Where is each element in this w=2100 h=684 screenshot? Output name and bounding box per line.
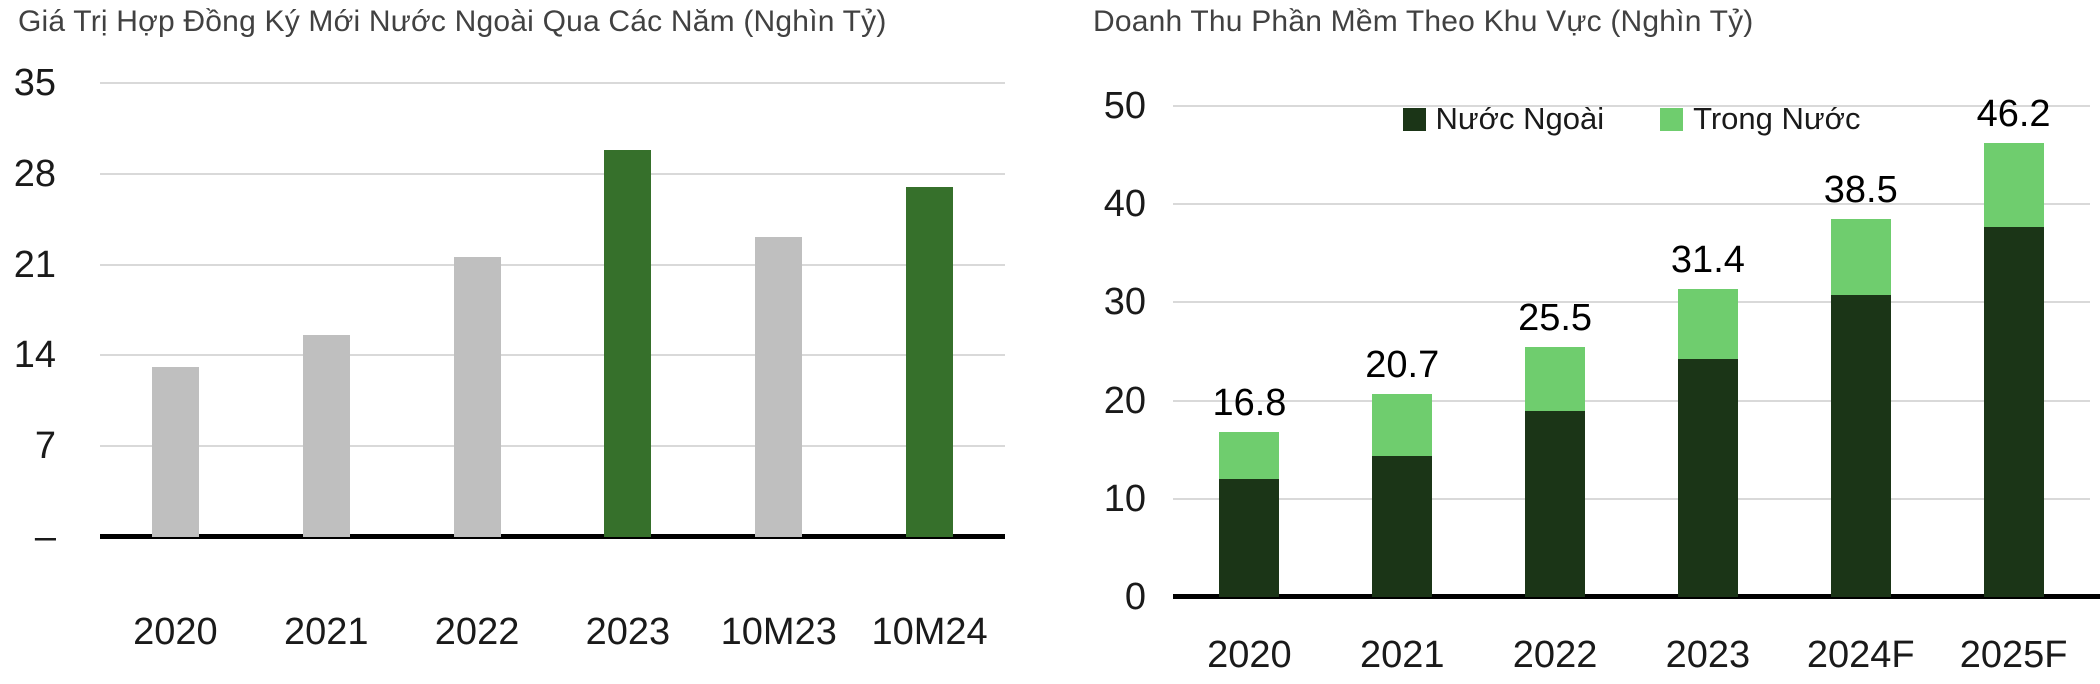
total-label-2022: 25.5 <box>1518 296 1593 339</box>
x-tick-label-2023: 2023 <box>1665 634 1751 676</box>
y-tick-label-35: 35 <box>13 62 56 104</box>
x-tick-label-2025F: 2025F <box>1959 634 2068 676</box>
bar-2025F <box>1983 143 2044 597</box>
gridline-40 <box>1173 203 2090 206</box>
x-tick-label-2022: 2022 <box>1512 634 1598 676</box>
bar-2023-trong-nước <box>1677 288 1738 360</box>
gridline-30 <box>1173 301 2090 304</box>
y-tick-label-30: 30 <box>1103 281 1146 324</box>
bar-2024F <box>1830 218 1891 597</box>
y-tick-label-0: 0 <box>1124 576 1146 618</box>
x-tick-label-2021: 2021 <box>283 611 369 653</box>
legend: Nước Ngoài Trong Nước <box>1173 102 2090 136</box>
legend-swatch-dark-green <box>1402 107 1426 131</box>
bar-10M23 <box>755 237 803 537</box>
chart-new-foreign-contracts: Giá Trị Hợp Đồng Ký Mới Nước Ngoài Qua C… <box>13 5 1005 653</box>
bar-2023 <box>604 150 652 537</box>
gridline-21 <box>100 263 1005 266</box>
gridline-20 <box>1173 399 2090 402</box>
x-tick-label-10M23: 10M23 <box>720 611 837 653</box>
bar-2020 <box>151 367 199 537</box>
bar-10M24 <box>906 186 954 537</box>
bar-2021 <box>1372 393 1433 597</box>
bar-2020-trong-nước <box>1219 432 1280 480</box>
total-label-2020: 16.8 <box>1212 382 1287 425</box>
plot-area: 16.8 20.7 25.5 31.4 38.5 46.2 <box>1173 95 2100 599</box>
chart-software-revenue-by-region: Doanh Thu Phần Mềm Theo Khu Vực (Nghìn T… <box>1050 0 2100 684</box>
legend-label: Trong Nước <box>1693 101 1861 136</box>
x-tick-label-2021: 2021 <box>1359 634 1445 676</box>
bar-2022 <box>1525 346 1586 597</box>
bar-2021 <box>302 334 350 537</box>
bar-2022-trong-nước <box>1525 346 1586 412</box>
gridline-50 <box>1173 105 2090 107</box>
bar-2025F-trong-nước <box>1983 143 2044 227</box>
chart-title: Doanh Thu Phần Mềm Theo Khu Vực (Nghìn T… <box>1093 5 1754 38</box>
bar-2021-trong-nước <box>1372 393 1433 456</box>
y-tick-label-10: 10 <box>1103 477 1146 520</box>
y-tick-label-40: 40 <box>1103 183 1146 226</box>
total-label-2021: 20.7 <box>1365 343 1440 386</box>
total-label-2025F: 46.2 <box>1976 93 2051 136</box>
bar-2025F-nước-ngoài <box>1983 226 2044 597</box>
y-tick-label-21: 21 <box>13 243 56 286</box>
x-tick-label-2020: 2020 <box>1207 634 1292 676</box>
bar-2024F-trong-nước <box>1830 218 1891 295</box>
y-tick-label-20: 20 <box>1103 379 1146 422</box>
gridline-35 <box>100 82 1005 84</box>
bar-2022 <box>453 256 501 537</box>
bar-2020 <box>1219 432 1280 597</box>
plot-area <box>100 82 1005 539</box>
gridline-7 <box>100 445 1005 448</box>
x-tick-label-2020: 2020 <box>133 611 218 653</box>
legend-swatch-light-green <box>1660 107 1684 131</box>
bar-2023-nước-ngoài <box>1677 359 1738 597</box>
x-tick-label-2024F: 2024F <box>1806 634 1915 676</box>
x-axis-line <box>100 534 1005 539</box>
y-tick-label-50: 50 <box>1103 85 1146 127</box>
gridline-14 <box>100 354 1005 357</box>
bar-2023 <box>1677 288 1738 597</box>
gridline-10 <box>1173 497 2090 500</box>
legend-label: Nước Ngoài <box>1435 101 1605 136</box>
bar-2021-nước-ngoài <box>1372 455 1433 597</box>
y-tick-label-14: 14 <box>13 334 56 377</box>
y-tick-label-–: – <box>34 516 56 558</box>
x-tick-label-2022: 2022 <box>434 611 520 653</box>
x-axis-line <box>1173 594 2100 599</box>
chart-title: Giá Trị Hợp Đồng Ký Mới Nước Ngoài Qua C… <box>18 5 887 38</box>
gridline-28 <box>100 172 1005 175</box>
total-label-2024F: 38.5 <box>1823 168 1898 211</box>
legend-item-nuoc-ngoai: Nước Ngoài <box>1402 101 1605 136</box>
y-tick-label-28: 28 <box>13 152 56 195</box>
bar-2020-nước-ngoài <box>1219 479 1280 597</box>
x-tick-label-10M24: 10M24 <box>871 611 988 653</box>
legend-item-trong-nuoc: Trong Nước <box>1660 101 1861 136</box>
bar-2022-nước-ngoài <box>1525 411 1586 597</box>
total-label-2023: 31.4 <box>1670 238 1745 281</box>
bar-2024F-nước-ngoài <box>1830 294 1891 597</box>
y-tick-label-7: 7 <box>34 425 56 468</box>
x-tick-label-2023: 2023 <box>585 611 671 653</box>
